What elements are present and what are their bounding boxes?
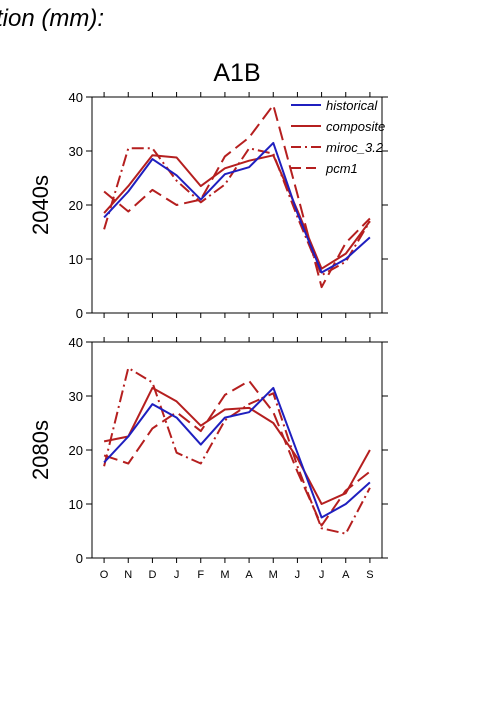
x-tick-label: N (124, 569, 132, 581)
panel-2040s: 0 10 20 30 40 2040s historical composite miroc_3… (28, 90, 388, 321)
panel-label-2040s: 2040s (28, 175, 53, 235)
series-line-pcm1 (103, 104, 371, 289)
legend-label-miroc_3.2: miroc_3.2 (326, 140, 384, 155)
y-tick-label: 0 (76, 551, 83, 566)
y-tick-label: 20 (69, 443, 83, 458)
x-tick-label: J (295, 569, 301, 581)
y-tick-label: 10 (69, 497, 83, 512)
y-tick-label: 30 (69, 144, 83, 159)
x-tick-label: J (174, 569, 180, 581)
panel-2080s: 0 10 20 30 40 2080s O N D J F M A M J J A S (28, 335, 388, 581)
y-tick-label: 40 (69, 90, 83, 105)
panel-label-2080s: 2080s (28, 420, 53, 480)
legend-label-composite: composite (326, 119, 385, 134)
y-tick-label: 0 (76, 306, 83, 321)
x-tick-label: D (148, 569, 156, 581)
legend-label-historical: historical (326, 98, 378, 113)
x-tick-label: M (269, 569, 278, 581)
y-tick-label: 10 (69, 252, 83, 267)
legend-label-pcm1: pcm1 (325, 161, 358, 176)
y-tick-label: 40 (69, 335, 83, 350)
x-tick-label: A (342, 569, 350, 581)
legend: historical composite miroc_3.2 pcm1 (291, 98, 385, 176)
series-line-historical (103, 386, 371, 519)
chart-panels: 0 10 20 30 40 2040s historical composite miroc_3… (28, 90, 388, 581)
page-title: tion (mm): (0, 5, 104, 32)
series-line-pcm1 (103, 379, 371, 527)
x-tick-label: M (220, 569, 229, 581)
x-tick-label: O (100, 569, 109, 581)
series-line-composite (103, 154, 371, 270)
y-tick-label: 20 (69, 198, 83, 213)
plot-frame (91, 341, 383, 559)
x-tick-label: S (366, 569, 373, 581)
x-tick-label: F (197, 569, 204, 581)
series-line-composite (103, 386, 371, 505)
series-line-miroc_3.2 (103, 366, 371, 535)
x-tick-label: J (319, 569, 325, 581)
series-line-historical (103, 141, 371, 274)
chart-title: A1B (213, 59, 260, 87)
series-line-miroc_3.2 (103, 147, 371, 277)
x-tick-label: A (245, 569, 253, 581)
y-tick-label: 30 (69, 389, 83, 404)
